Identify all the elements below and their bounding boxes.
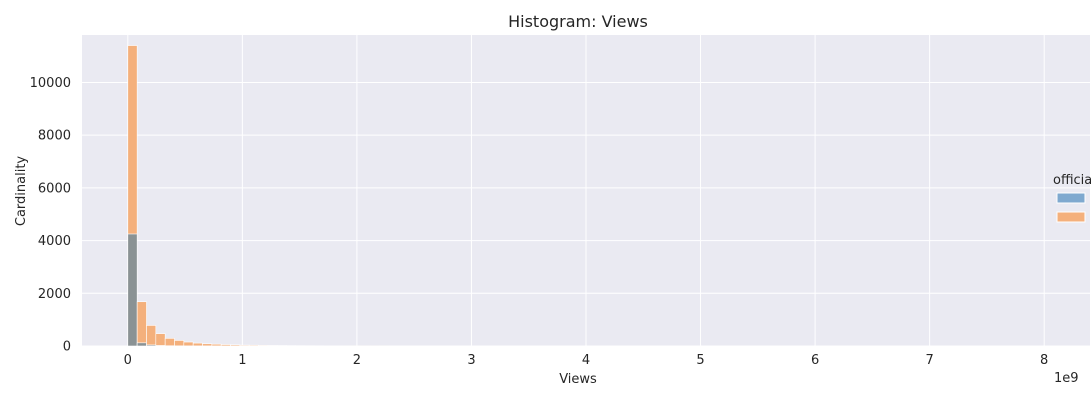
legend-swatch-series-b [1056,211,1086,223]
histogram-bar-5 [174,340,185,347]
y-tick-labels: 0 2000 4000 6000 8000 10000 [30,76,71,355]
histogram-bar-2 [146,325,157,347]
histogram-bar-6 [183,341,194,347]
x-offset-label: 1e9 [1054,371,1079,386]
legend: official [1053,173,1091,223]
legend-title: official [1053,173,1091,188]
histogram-bars [127,45,390,347]
y-tick-label-5: 10000 [30,76,71,91]
x-tick-label-3: 3 [467,353,475,368]
y-tick-label-3: 6000 [38,181,71,196]
x-tick-label-8: 8 [1040,353,1048,368]
histogram-bar-1 [136,301,147,347]
histogram-bar-14 [258,345,269,347]
y-tick-label-4: 8000 [38,129,71,144]
x-tick-label-7: 7 [925,353,933,368]
x-tick-label-6: 6 [811,353,819,368]
x-tick-label-2: 2 [353,353,361,368]
histogram-bar-13 [248,344,259,347]
chart-title: Histogram: Views [508,12,648,31]
histogram-bar-overlap-3 [155,345,166,347]
x-tick-label-5: 5 [696,353,704,368]
histogram-bar-4 [164,338,175,347]
histogram-bar-overlap-1 [136,342,147,347]
y-tick-label-0: 0 [63,340,71,355]
histogram-bar-7 [192,342,203,347]
histogram-bar-overlap-0 [127,233,138,347]
y-axis-label: Cardinality [14,156,29,227]
legend-swatch-series-a [1056,192,1086,204]
y-tick-label-2: 4000 [38,234,71,249]
histogram-bar-15 [267,345,278,347]
x-tick-label-1: 1 [238,353,246,368]
x-tick-labels: 0 1 2 3 4 5 6 7 8 [124,353,1049,368]
histogram-bar-overlap-2 [146,344,157,347]
x-tick-label-4: 4 [582,353,590,368]
y-tick-label-1: 2000 [38,287,71,302]
x-axis-label: Views [559,372,597,387]
grid-lines [82,35,1090,347]
histogram-bar-3 [155,333,166,347]
x-tick-label-0: 0 [124,353,132,368]
